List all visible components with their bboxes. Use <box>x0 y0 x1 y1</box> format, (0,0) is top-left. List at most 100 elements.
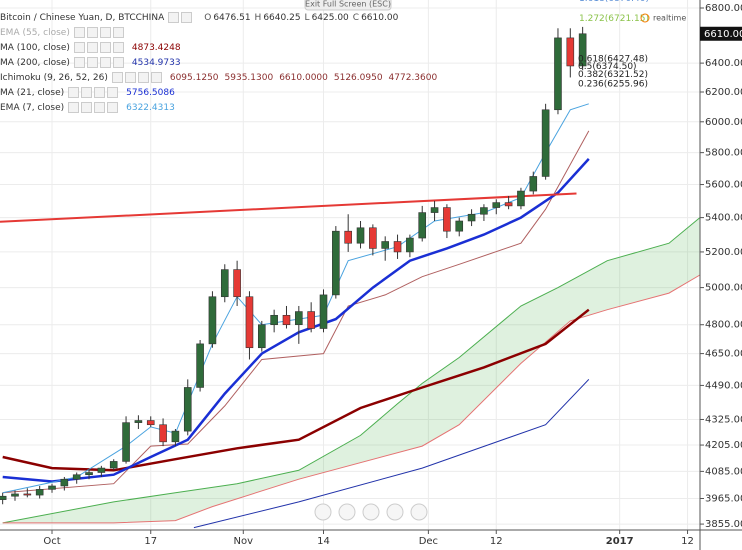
icon-button[interactable] <box>86 27 98 38</box>
candle-body <box>381 241 390 249</box>
icon-button[interactable] <box>107 87 119 98</box>
candle-body <box>196 343 204 388</box>
exit-label[interactable]: Exit Full Screen (ESC) <box>305 0 391 9</box>
candle-body <box>159 424 167 443</box>
candle-body <box>344 230 352 244</box>
candle-body <box>35 489 44 496</box>
y-tick-label: 5200.00 <box>705 247 742 258</box>
fib-label: 1.618(6870.40) <box>579 0 649 4</box>
icon-button[interactable] <box>99 42 111 53</box>
icon-button[interactable] <box>111 72 123 83</box>
series-name: EMA (55, close) <box>0 27 70 38</box>
exit-button[interactable] <box>304 0 392 11</box>
nav-button[interactable] <box>386 503 404 521</box>
y-tick-label: 4650.00 <box>705 349 742 360</box>
icon-button[interactable] <box>99 27 111 38</box>
grid <box>0 0 700 530</box>
ohlc: O 6476.51 H 6640.25 L 6425.00 C 6610.00 <box>200 13 398 23</box>
candle-body <box>85 472 93 476</box>
icon-button[interactable] <box>73 27 85 38</box>
icons <box>73 57 124 68</box>
candle-body <box>554 37 562 111</box>
candle-body <box>48 485 56 490</box>
icon-button[interactable] <box>68 87 80 98</box>
candle-body <box>307 311 315 329</box>
icon-button[interactable] <box>81 102 93 113</box>
series-value: 6610.0000 <box>279 72 328 83</box>
icon-button[interactable] <box>112 57 124 68</box>
candle-body <box>72 474 81 480</box>
candle-body <box>529 176 538 192</box>
y-tick-label: 6200.00 <box>705 87 742 98</box>
icon-button[interactable] <box>86 57 98 68</box>
y-tick-label: 6000.00 <box>705 117 742 128</box>
candle-body <box>60 478 69 487</box>
legend-row: MA (100, close) 4873.4248 <box>0 40 443 55</box>
icon-button[interactable] <box>94 102 106 113</box>
y-tick-label: 6800.00 <box>705 3 742 14</box>
legend: Bitcoin / Chinese Yuan, D, BTCCHINA O 647… <box>0 10 443 115</box>
icon-button[interactable] <box>112 27 124 38</box>
series-name: MA (200, close) <box>0 57 70 68</box>
candle-body <box>109 461 118 469</box>
ohlc-value: 6425.00 <box>311 12 349 23</box>
candle-body <box>220 269 229 298</box>
nav-button[interactable] <box>314 503 332 521</box>
fib-label: 0.236(6255.96) <box>578 79 648 89</box>
candle-body <box>146 420 155 426</box>
candle-body <box>319 294 328 329</box>
x-tick-label: Nov <box>234 536 254 547</box>
icon-button[interactable] <box>81 87 93 98</box>
indicator-line <box>2 158 590 483</box>
icon-button[interactable] <box>150 72 162 83</box>
icons <box>68 102 119 113</box>
icon-button[interactable] <box>107 102 119 113</box>
candle-body <box>467 213 476 222</box>
series-value: 5756.5086 <box>126 87 175 98</box>
icon-button[interactable] <box>68 102 80 113</box>
candle-body <box>504 202 513 207</box>
icon-button[interactable] <box>168 12 180 23</box>
icon-button[interactable] <box>124 72 136 83</box>
candle-body <box>578 33 587 67</box>
icon-button[interactable] <box>86 42 98 53</box>
plot: 1.618(6870.40) 1.272(6721.15) 0.618(6427.4… <box>0 0 701 529</box>
fib-label: 0.618(6427.48) <box>578 55 648 65</box>
y-tick-label: 5800.00 <box>705 148 742 159</box>
icon-button[interactable] <box>73 57 85 68</box>
y-tick-label: 6400.00 <box>705 58 742 69</box>
icon-button[interactable] <box>94 87 106 98</box>
icons <box>68 87 119 98</box>
candle-body <box>171 430 180 443</box>
chart-title: Bitcoin / Chinese Yuan, D, BTCCHINA <box>0 12 165 23</box>
icon-button[interactable] <box>112 42 124 53</box>
x-tick-label: Dec <box>419 536 438 547</box>
candle-body <box>356 227 365 244</box>
y-tick-label: 3965.00 <box>705 493 742 504</box>
legend-row: MA (200, close) 4534.9733 <box>0 55 443 70</box>
icon-button[interactable] <box>99 57 111 68</box>
icon-button[interactable] <box>181 12 193 23</box>
x-tick-label: Oct <box>43 536 60 547</box>
nav-controls <box>314 503 428 521</box>
nav-button[interactable] <box>362 503 380 521</box>
candle-body <box>208 296 217 345</box>
series-value: 6095.1250 <box>169 72 219 83</box>
fib-label: 1.272(6721.15) <box>579 14 649 24</box>
icon-button[interactable] <box>73 42 85 53</box>
y-tick-label: 3855.00 <box>705 519 742 530</box>
icon-button[interactable] <box>137 72 149 83</box>
candle-body <box>257 324 266 349</box>
x-tick-label: 17 <box>144 536 157 547</box>
y-tick-label: 4085.00 <box>705 466 742 477</box>
ohlc-label: H <box>254 12 262 23</box>
ichimoku-cloud <box>2 217 700 523</box>
nav-button[interactable] <box>410 503 428 521</box>
ohlc-value: 6610.00 <box>361 12 399 23</box>
candle-body <box>97 467 106 473</box>
candle-body <box>183 387 192 432</box>
nav-button[interactable] <box>338 503 356 521</box>
candle-body <box>455 220 464 232</box>
realtime-label: realtime <box>653 14 686 23</box>
